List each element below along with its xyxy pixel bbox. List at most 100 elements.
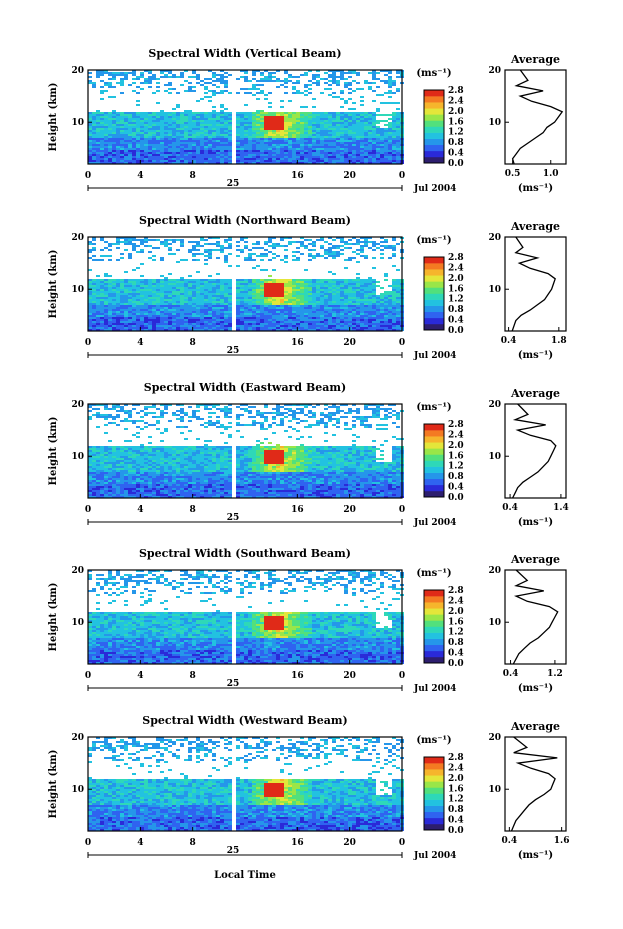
heatmap-cell: [264, 78, 268, 80]
heatmap-cell: [176, 140, 180, 142]
heatmap-cell: [152, 142, 156, 144]
heatmap-cell: [196, 160, 200, 162]
heatmap-cell: [260, 287, 264, 289]
heatmap-cell: [176, 112, 180, 114]
heatmap-cell: [308, 293, 312, 295]
heatmap-cell: [220, 144, 224, 146]
heatmap-cell: [296, 251, 300, 253]
heatmap-cell: [100, 313, 104, 315]
heatmap-cell: [100, 122, 104, 124]
heatmap-cell: [256, 255, 260, 257]
heatmap-cell: [320, 309, 324, 311]
heatmap-cell: [300, 142, 304, 144]
heatmap-cell: [212, 120, 216, 122]
heatmap-cell: [140, 134, 144, 136]
heatmap-cell: [356, 289, 360, 291]
heatmap-cell: [216, 78, 220, 80]
heatmap-cell: [128, 283, 132, 285]
heatmap-cell: [132, 249, 136, 251]
heatmap-cell: [396, 297, 400, 299]
heatmap-cell: [252, 299, 256, 301]
heatmap-cell: [172, 313, 176, 315]
heatmap-cell: [172, 241, 176, 243]
day-label: 25: [227, 179, 240, 189]
heatmap-cell: [332, 72, 336, 74]
heatmap-cell: [192, 152, 196, 154]
heatmap-cell: [104, 138, 108, 140]
heatmap-cell: [332, 255, 336, 257]
heatmap-cell: [360, 249, 364, 251]
heatmap-cell: [380, 70, 384, 72]
heatmap-cell: [148, 140, 152, 142]
heatmap-cell: [344, 327, 348, 329]
heatmap-cell: [288, 329, 292, 331]
heatmap-cell: [236, 325, 240, 327]
heatmap-cell: [372, 74, 376, 76]
heatmap-cell: [216, 74, 220, 76]
heatmap-cell: [116, 327, 120, 329]
heatmap-cell: [332, 144, 336, 146]
heatmap-cell: [144, 148, 148, 150]
heatmap-cell: [124, 299, 128, 301]
heatmap-cell: [304, 74, 308, 76]
heatmap-cell: [336, 126, 340, 128]
colorbar-tick-label: 0.8: [448, 305, 464, 315]
heatmap-cell: [104, 156, 108, 158]
heatmap-cell: [264, 152, 268, 154]
heatmap-cell: [348, 315, 352, 317]
heatmap-cell: [360, 112, 364, 114]
heatmap-cell: [256, 156, 260, 158]
heatmap-cell: [192, 128, 196, 130]
heatmap-cell: [332, 122, 336, 124]
heatmap-cell: [92, 146, 96, 148]
heatmap-cell: [140, 243, 144, 245]
heatmap-cell: [148, 327, 152, 329]
heatmap-cell: [380, 144, 384, 146]
heatmap-cell: [312, 112, 316, 114]
heatmap-cell: [228, 247, 232, 249]
heatmap-cell: [344, 158, 348, 160]
day-label: 25: [227, 346, 240, 356]
heatmap-cell: [344, 247, 348, 249]
heatmap-cell: [284, 255, 288, 257]
heatmap-cell: [244, 148, 248, 150]
heatmap-cell: [228, 307, 232, 309]
heatmap-cell: [136, 245, 140, 247]
heatmap-cell: [260, 72, 264, 74]
heatmap-cell: [300, 237, 304, 239]
heatmap-cell: [140, 279, 144, 281]
heatmap-cell: [200, 114, 204, 116]
heatmap-cell: [300, 299, 304, 301]
heatmap-cell: [192, 311, 196, 313]
heatmap-cell: [160, 297, 164, 299]
heatmap-cell: [364, 112, 368, 114]
heatmap-cell: [272, 245, 276, 247]
heatmap-cell: [360, 120, 364, 122]
heatmap-cell: [352, 313, 356, 315]
heatmap-cell: [292, 295, 296, 297]
heatmap-cell: [308, 311, 312, 313]
heatmap-cell: [388, 144, 392, 146]
heatmap-cell: [388, 305, 392, 307]
heatmap-cell: [148, 78, 152, 80]
heatmap-cell: [344, 124, 348, 126]
heatmap-cell: [396, 287, 400, 289]
heatmap-cell: [384, 138, 388, 140]
heatmap-cell: [376, 315, 380, 317]
heatmap-cell: [324, 82, 328, 84]
heatmap-cell: [208, 297, 212, 299]
heatmap-cell: [136, 325, 140, 327]
heatmap-cell: [244, 126, 248, 128]
heatmap-cell: [104, 325, 108, 327]
heatmap-cell: [152, 162, 156, 164]
heatmap-cell: [300, 144, 304, 146]
heatmap-cell: [316, 150, 320, 152]
heatmap-cell: [184, 120, 188, 122]
heatmap-cell: [280, 154, 284, 156]
heatmap-cell: [300, 138, 304, 140]
heatmap-cell: [356, 140, 360, 142]
heatmap-cell: [288, 279, 292, 281]
heatmap-cell: [256, 247, 260, 249]
heatmap-cell: [356, 293, 360, 295]
heatmap-cell: [140, 321, 144, 323]
